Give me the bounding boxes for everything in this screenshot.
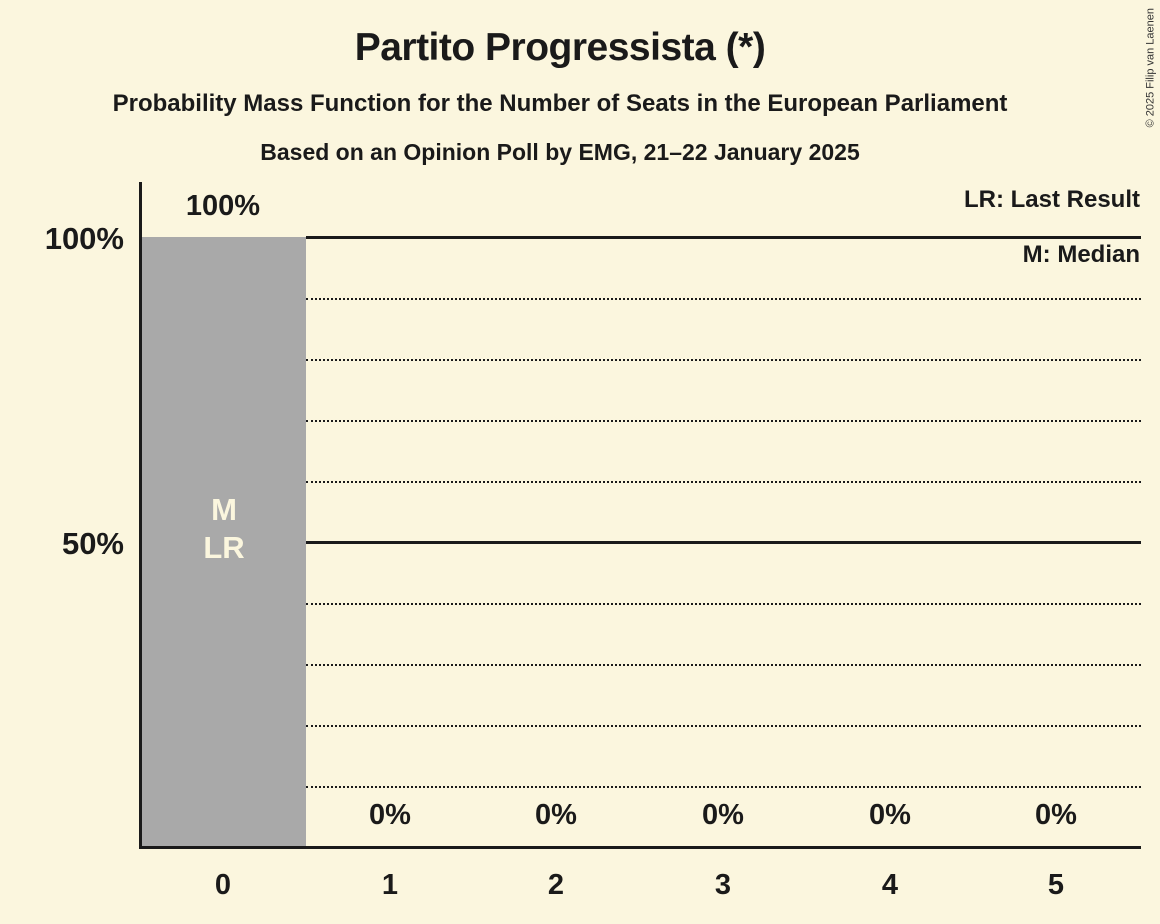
value-label-seats-3: 0%: [702, 799, 744, 831]
gridline-50pct: [306, 541, 1141, 544]
y-axis-tick-50: 50%: [61, 526, 124, 561]
gridline-70pct: [306, 420, 1141, 422]
bar-median-lastresult-label: M LR: [142, 491, 306, 567]
value-label-seats-0: 100%: [185, 190, 261, 222]
value-label-seats-4: 0%: [869, 799, 911, 831]
x-axis-tick-3: 3: [714, 869, 732, 901]
legend-median: M: Median: [1022, 241, 1140, 268]
legend-last-result: LR: Last Result: [963, 186, 1140, 213]
x-axis-tick-0: 0: [214, 869, 232, 901]
x-axis-tick-1: 1: [381, 869, 399, 901]
gridline-40pct: [306, 603, 1141, 605]
median-marker: M: [211, 492, 237, 527]
gridline-20pct: [306, 725, 1141, 727]
last-result-marker: LR: [203, 530, 245, 565]
y-axis-line: [139, 182, 142, 849]
x-axis-line: [139, 846, 1141, 849]
chart-title: Partito Progressista (*): [354, 26, 766, 69]
gridline-90pct: [306, 298, 1141, 300]
gridline-30pct: [306, 664, 1141, 666]
bar-seats-0: [142, 237, 306, 846]
copyright-text: © 2025 Filip van Laenen: [1144, 8, 1156, 128]
chart-source-line: Based on an Opinion Poll by EMG, 21–22 J…: [260, 139, 860, 165]
x-axis-tick-2: 2: [547, 869, 565, 901]
chart-subtitle: Probability Mass Function for the Number…: [112, 90, 1008, 117]
y-axis-tick-100: 100%: [44, 221, 124, 256]
value-label-seats-2: 0%: [535, 799, 577, 831]
gridline-100pct: [306, 236, 1141, 239]
gridline-60pct: [306, 481, 1141, 483]
gridline-10pct: [306, 786, 1141, 788]
gridline-80pct: [306, 359, 1141, 361]
x-axis-tick-4: 4: [881, 869, 899, 901]
x-axis-tick-5: 5: [1047, 869, 1065, 901]
value-label-seats-1: 0%: [369, 799, 411, 831]
value-label-seats-5: 0%: [1035, 799, 1077, 831]
